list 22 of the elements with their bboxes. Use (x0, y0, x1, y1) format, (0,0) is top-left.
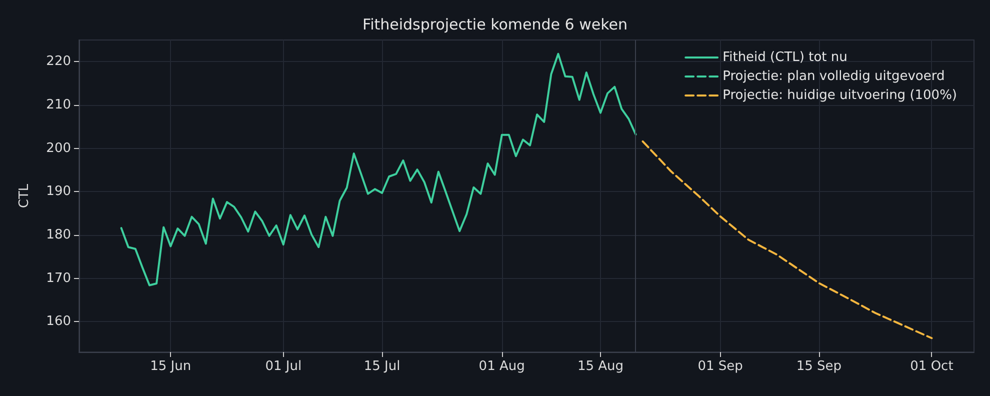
y-tick-label: 210 (46, 98, 71, 112)
y-tick-label: 200 (46, 140, 71, 156)
y-tick-label: 170 (46, 270, 71, 286)
x-tick-label: 15 Aug (577, 359, 624, 374)
x-tick-label: 15 Jun (150, 359, 192, 374)
y-tick-label: 160 (46, 314, 71, 330)
x-tick-label: 01 Aug (478, 359, 525, 374)
y-axis-title: CTL (17, 183, 32, 208)
y-tick-label: 190 (46, 184, 71, 200)
line-series (642, 140, 933, 340)
legend-label: Projectie: plan volledig uitgevoerd (722, 69, 945, 84)
line-series (120, 52, 637, 286)
legend-label: Fitheid (CTL) tot nu (722, 50, 848, 65)
x-tick-label: 01 Jul (265, 359, 302, 374)
x-tick-label: 01 Sep (698, 359, 743, 374)
y-tick-label: 180 (46, 228, 71, 242)
legend-label: Projectie: huidige uitvoering (100%) (722, 88, 958, 103)
x-tick-label: 01 Oct (910, 359, 954, 374)
chart-title: Fitheidsprojectie komende 6 weken (362, 16, 628, 34)
x-tick-label: 15 Sep (796, 359, 842, 374)
y-tick-label: 220 (46, 54, 71, 70)
x-tick-label: 15 Jul (364, 359, 400, 374)
